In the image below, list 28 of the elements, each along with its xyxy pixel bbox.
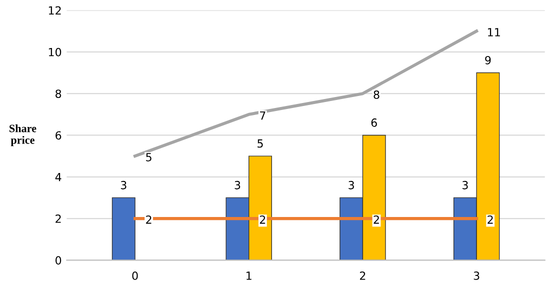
data-label: 5	[258, 139, 263, 148]
data-label: 5	[146, 153, 152, 162]
data-label: 2	[146, 215, 152, 224]
y-axis-title: Share price	[10, 124, 36, 146]
y-tick-label: 12	[48, 6, 61, 15]
y-tick-label: 4	[55, 173, 62, 182]
data-label: 8	[374, 90, 380, 99]
data-label: 2	[260, 215, 266, 224]
data-label: 2	[488, 215, 493, 224]
y-tick-label: 6	[56, 131, 62, 140]
y-tick-label: 0	[56, 256, 62, 265]
data-label: 11	[488, 28, 500, 36]
data-label: 6	[371, 118, 377, 127]
data-label: 2	[374, 215, 379, 224]
data-label: 3	[120, 180, 126, 190]
x-tick-label: 1	[246, 272, 252, 280]
data-label: 3	[348, 180, 354, 190]
data-label: 7	[260, 111, 266, 120]
y-tick-label: 2	[56, 214, 61, 223]
x-tick-label: 0	[132, 271, 138, 280]
data-label: 3	[234, 180, 240, 190]
x-tick-label: 2	[360, 271, 366, 280]
x-tick-label: 3	[474, 271, 480, 280]
y-tick-label: 10	[48, 48, 62, 56]
y-tick-label: 8	[56, 90, 62, 98]
data-label: 9	[485, 56, 491, 64]
bar	[112, 197, 136, 260]
data-label: 3	[462, 180, 468, 190]
